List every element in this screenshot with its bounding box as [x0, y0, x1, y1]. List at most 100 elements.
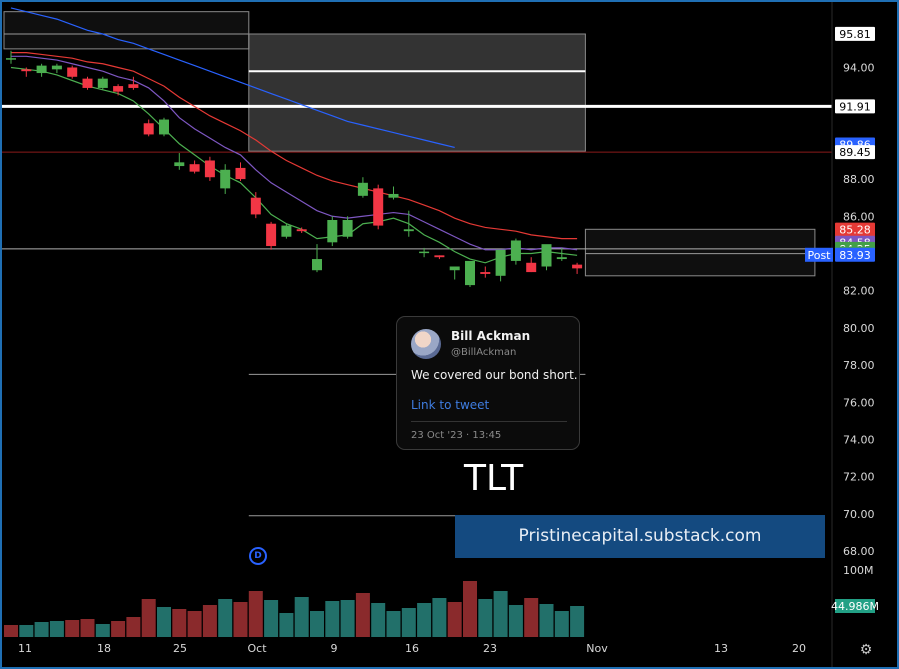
y-tick-label: 82.00 — [843, 285, 875, 298]
x-tick-label: 20 — [792, 642, 806, 655]
candle-body — [296, 229, 307, 232]
volume-bar — [325, 601, 340, 637]
candle-body — [128, 84, 139, 88]
zone-box — [584, 228, 816, 277]
volume-tag-value: 44.986M — [831, 600, 879, 613]
candle-body — [449, 266, 460, 271]
candle-body — [143, 123, 154, 135]
candle-body — [250, 197, 261, 215]
price-tag-value: 95.81 — [839, 28, 871, 41]
candle-body — [541, 244, 552, 267]
post-label-box — [805, 247, 833, 262]
volume-bar — [141, 599, 156, 637]
volume-bar — [432, 598, 447, 637]
candle-body — [97, 78, 108, 88]
volume-bar — [202, 605, 217, 637]
candle-body — [526, 262, 537, 273]
volume-tag — [835, 599, 875, 613]
candle-body — [373, 188, 384, 226]
volume-bar — [248, 591, 263, 637]
candle-body — [342, 220, 353, 237]
candle-body — [327, 220, 338, 243]
moving-average-line — [11, 51, 578, 240]
volume-bar — [49, 621, 64, 637]
x-tick-label: 23 — [483, 642, 497, 655]
candle-body — [357, 182, 368, 196]
candle-body — [388, 193, 399, 198]
volume-bar — [95, 624, 110, 637]
candle-body — [480, 272, 491, 274]
volume-bar — [264, 600, 279, 637]
volume-bar — [34, 622, 49, 637]
candle-body — [36, 65, 47, 74]
candle-body — [419, 251, 430, 254]
volume-bar — [340, 600, 355, 637]
volume-bar — [524, 598, 539, 637]
volume-bars — [4, 581, 585, 637]
candle-body — [204, 160, 215, 178]
x-tick-label: 9 — [331, 642, 338, 655]
volume-bar — [554, 611, 569, 637]
volume-bar — [478, 599, 493, 637]
tweet-link[interactable]: Link to tweet — [411, 398, 490, 412]
x-tick-label: Oct — [247, 642, 267, 655]
volume-bar — [386, 611, 401, 637]
volume-bar — [447, 602, 462, 637]
moving-average-line — [10, 66, 578, 264]
x-tick-label: 25 — [173, 642, 187, 655]
volume-bar — [508, 605, 523, 637]
volume-bar — [187, 611, 202, 637]
price-tag — [835, 145, 875, 160]
moving-average-line — [11, 55, 578, 251]
tweet-text: We covered our bond short. — [411, 368, 578, 382]
moving-averages — [10, 7, 578, 264]
y-tick-label: 88.00 — [843, 173, 875, 186]
volume-bar — [279, 613, 294, 637]
candle-body — [465, 260, 475, 286]
candle-body — [434, 255, 445, 258]
price-tag-value: 83.93 — [839, 249, 871, 262]
post-label: Post — [807, 249, 831, 262]
candle-body — [495, 249, 506, 276]
y-tick-label: 94.00 — [843, 61, 875, 74]
y-tick-label: 76.00 — [843, 396, 875, 409]
candle-body — [6, 58, 16, 60]
x-tick-label: 11 — [18, 642, 32, 655]
zone-box — [248, 33, 586, 152]
price-tag — [835, 26, 875, 41]
y-tick-label: 78.00 — [843, 359, 875, 372]
volume-bar — [172, 609, 187, 637]
volume-bar — [80, 619, 95, 637]
y-tick-label: 68.00 — [843, 545, 875, 558]
supply-demand-zones — [3, 11, 816, 277]
candle-body — [159, 119, 169, 135]
gear-icon[interactable]: ⚙ — [859, 642, 873, 658]
volume-bar — [294, 597, 309, 637]
x-tick-label: 18 — [97, 642, 111, 655]
price-tag — [835, 247, 875, 262]
moving-average-line — [10, 7, 455, 149]
candle-body — [113, 86, 124, 92]
y-tick-label: 86.00 — [843, 210, 875, 223]
candle-body — [174, 162, 185, 167]
tweet-card[interactable]: Bill Ackman @BillAckman We covered our b… — [396, 316, 580, 450]
time-axis: 11 18 25 Oct 9 16 23 Nov 13 20 — [18, 642, 806, 655]
horizontal-lines — [2, 104, 832, 517]
candle-body — [235, 167, 246, 180]
volume-bar — [401, 608, 416, 637]
candle-body — [510, 240, 521, 261]
volume-bar — [310, 611, 324, 637]
divider — [411, 421, 567, 422]
volume-bar — [126, 617, 141, 637]
volume-bar — [493, 591, 508, 637]
price-tag-value: 85.28 — [839, 224, 871, 237]
candle-body — [220, 169, 231, 189]
price-tag-value: 91.91 — [839, 100, 871, 113]
y-tick-label: 74.00 — [843, 433, 875, 446]
volume-bar — [233, 602, 248, 637]
dividend-marker[interactable]: D — [249, 547, 267, 565]
volume-bar — [463, 581, 477, 637]
volume-bar — [417, 603, 432, 637]
